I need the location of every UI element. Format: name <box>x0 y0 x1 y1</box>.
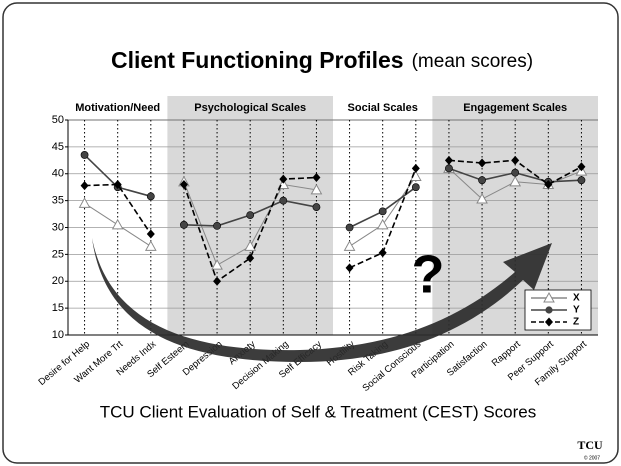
marker <box>111 218 124 230</box>
marker <box>343 240 356 251</box>
marker <box>279 174 288 184</box>
group-label: Engagement Scales <box>463 102 567 114</box>
marker <box>345 223 354 232</box>
marker <box>144 240 157 251</box>
marker <box>146 192 155 201</box>
marker <box>78 197 91 208</box>
marker <box>511 168 520 177</box>
legend-symbol <box>545 317 553 327</box>
marker <box>213 276 222 286</box>
marker <box>411 163 420 173</box>
y-tick-label: 20 <box>52 275 64 287</box>
legend-label: Y <box>573 305 580 316</box>
marker <box>179 180 188 189</box>
marker <box>478 158 487 168</box>
marker <box>476 192 488 204</box>
marker <box>246 211 255 220</box>
y-tick-label: 40 <box>52 168 64 180</box>
marker <box>279 196 288 205</box>
copyright: © 2007 <box>584 454 600 461</box>
marker <box>312 203 321 211</box>
y-tick-label: 15 <box>52 302 64 314</box>
group-label: Motivation/Need <box>75 102 160 114</box>
marker <box>378 207 387 216</box>
y-tick-label: 10 <box>52 329 64 341</box>
series-line <box>84 183 152 235</box>
marker <box>577 162 586 172</box>
marker <box>478 176 486 185</box>
group-label: Social Scales <box>348 102 418 114</box>
y-tick-label: 25 <box>52 248 64 260</box>
marker <box>180 220 188 229</box>
arrow <box>92 238 552 362</box>
marker <box>411 183 420 192</box>
y-tick-label: 50 <box>52 114 64 126</box>
annotation: ? <box>412 244 445 304</box>
legend-symbol <box>543 291 555 303</box>
legend-label: X <box>573 293 580 304</box>
marker <box>444 155 453 165</box>
marker <box>246 253 255 263</box>
marker <box>80 151 89 159</box>
title: Client Functioning Profiles <box>111 47 404 73</box>
y-tick-label: 35 <box>52 195 64 207</box>
marker <box>244 240 257 251</box>
marker <box>544 180 553 189</box>
y-tick-label: 45 <box>52 141 64 153</box>
marker <box>113 180 122 189</box>
group-label: Psychological Scales <box>194 102 306 114</box>
marker <box>146 229 155 239</box>
marker <box>509 175 522 187</box>
legend-symbol <box>545 306 553 314</box>
legend-label: Z <box>573 317 579 328</box>
slide-title: Client Functioning Profiles (mean scores) <box>111 47 533 73</box>
marker <box>213 221 221 230</box>
legend-marker <box>543 291 555 303</box>
y-tick-label: 30 <box>52 221 64 233</box>
marker <box>577 176 586 185</box>
legend-marker <box>545 306 553 314</box>
legend-marker <box>545 317 553 327</box>
x-axis-label: TCU Client Evaluation of Self & Treatmen… <box>100 402 537 421</box>
series-line <box>183 176 317 283</box>
marker <box>345 263 354 273</box>
marker <box>80 181 89 191</box>
marker <box>211 259 223 270</box>
marker <box>445 164 453 173</box>
logo: TCU <box>577 438 603 452</box>
marker <box>310 183 323 195</box>
marker <box>376 218 389 230</box>
marker <box>511 155 520 165</box>
subtitle: (mean scores) <box>412 51 533 72</box>
marker <box>378 248 387 258</box>
marker <box>312 173 321 183</box>
